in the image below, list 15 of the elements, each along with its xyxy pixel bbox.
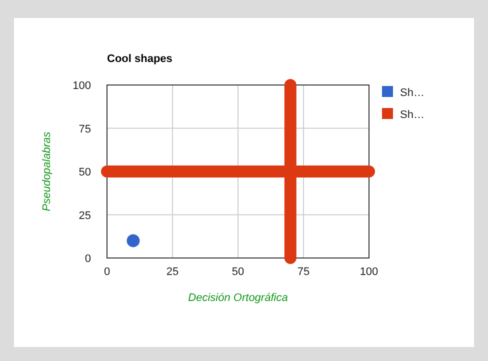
y-tick-label: 25 — [78, 210, 91, 222]
x-tick-label: 100 — [360, 266, 378, 278]
x-tick-label: 0 — [104, 266, 110, 278]
x-tick-label: 75 — [297, 266, 310, 278]
x-tick-label: 50 — [232, 266, 244, 278]
y-tick-label: 75 — [78, 123, 91, 136]
x-axis-title: Decisión Ortográfica — [188, 292, 288, 304]
chart-title: Cool shapes — [107, 53, 172, 65]
y-axis-title: Pseudopalabras — [41, 131, 53, 212]
y-tick-label: 100 — [72, 80, 91, 92]
y-tick-label: 0 — [84, 253, 91, 265]
x-tick-label: 25 — [166, 266, 179, 278]
legend-label: Sh… — [400, 109, 424, 121]
y-tick-label: 50 — [78, 166, 91, 178]
legend-label: Sh… — [400, 87, 424, 99]
